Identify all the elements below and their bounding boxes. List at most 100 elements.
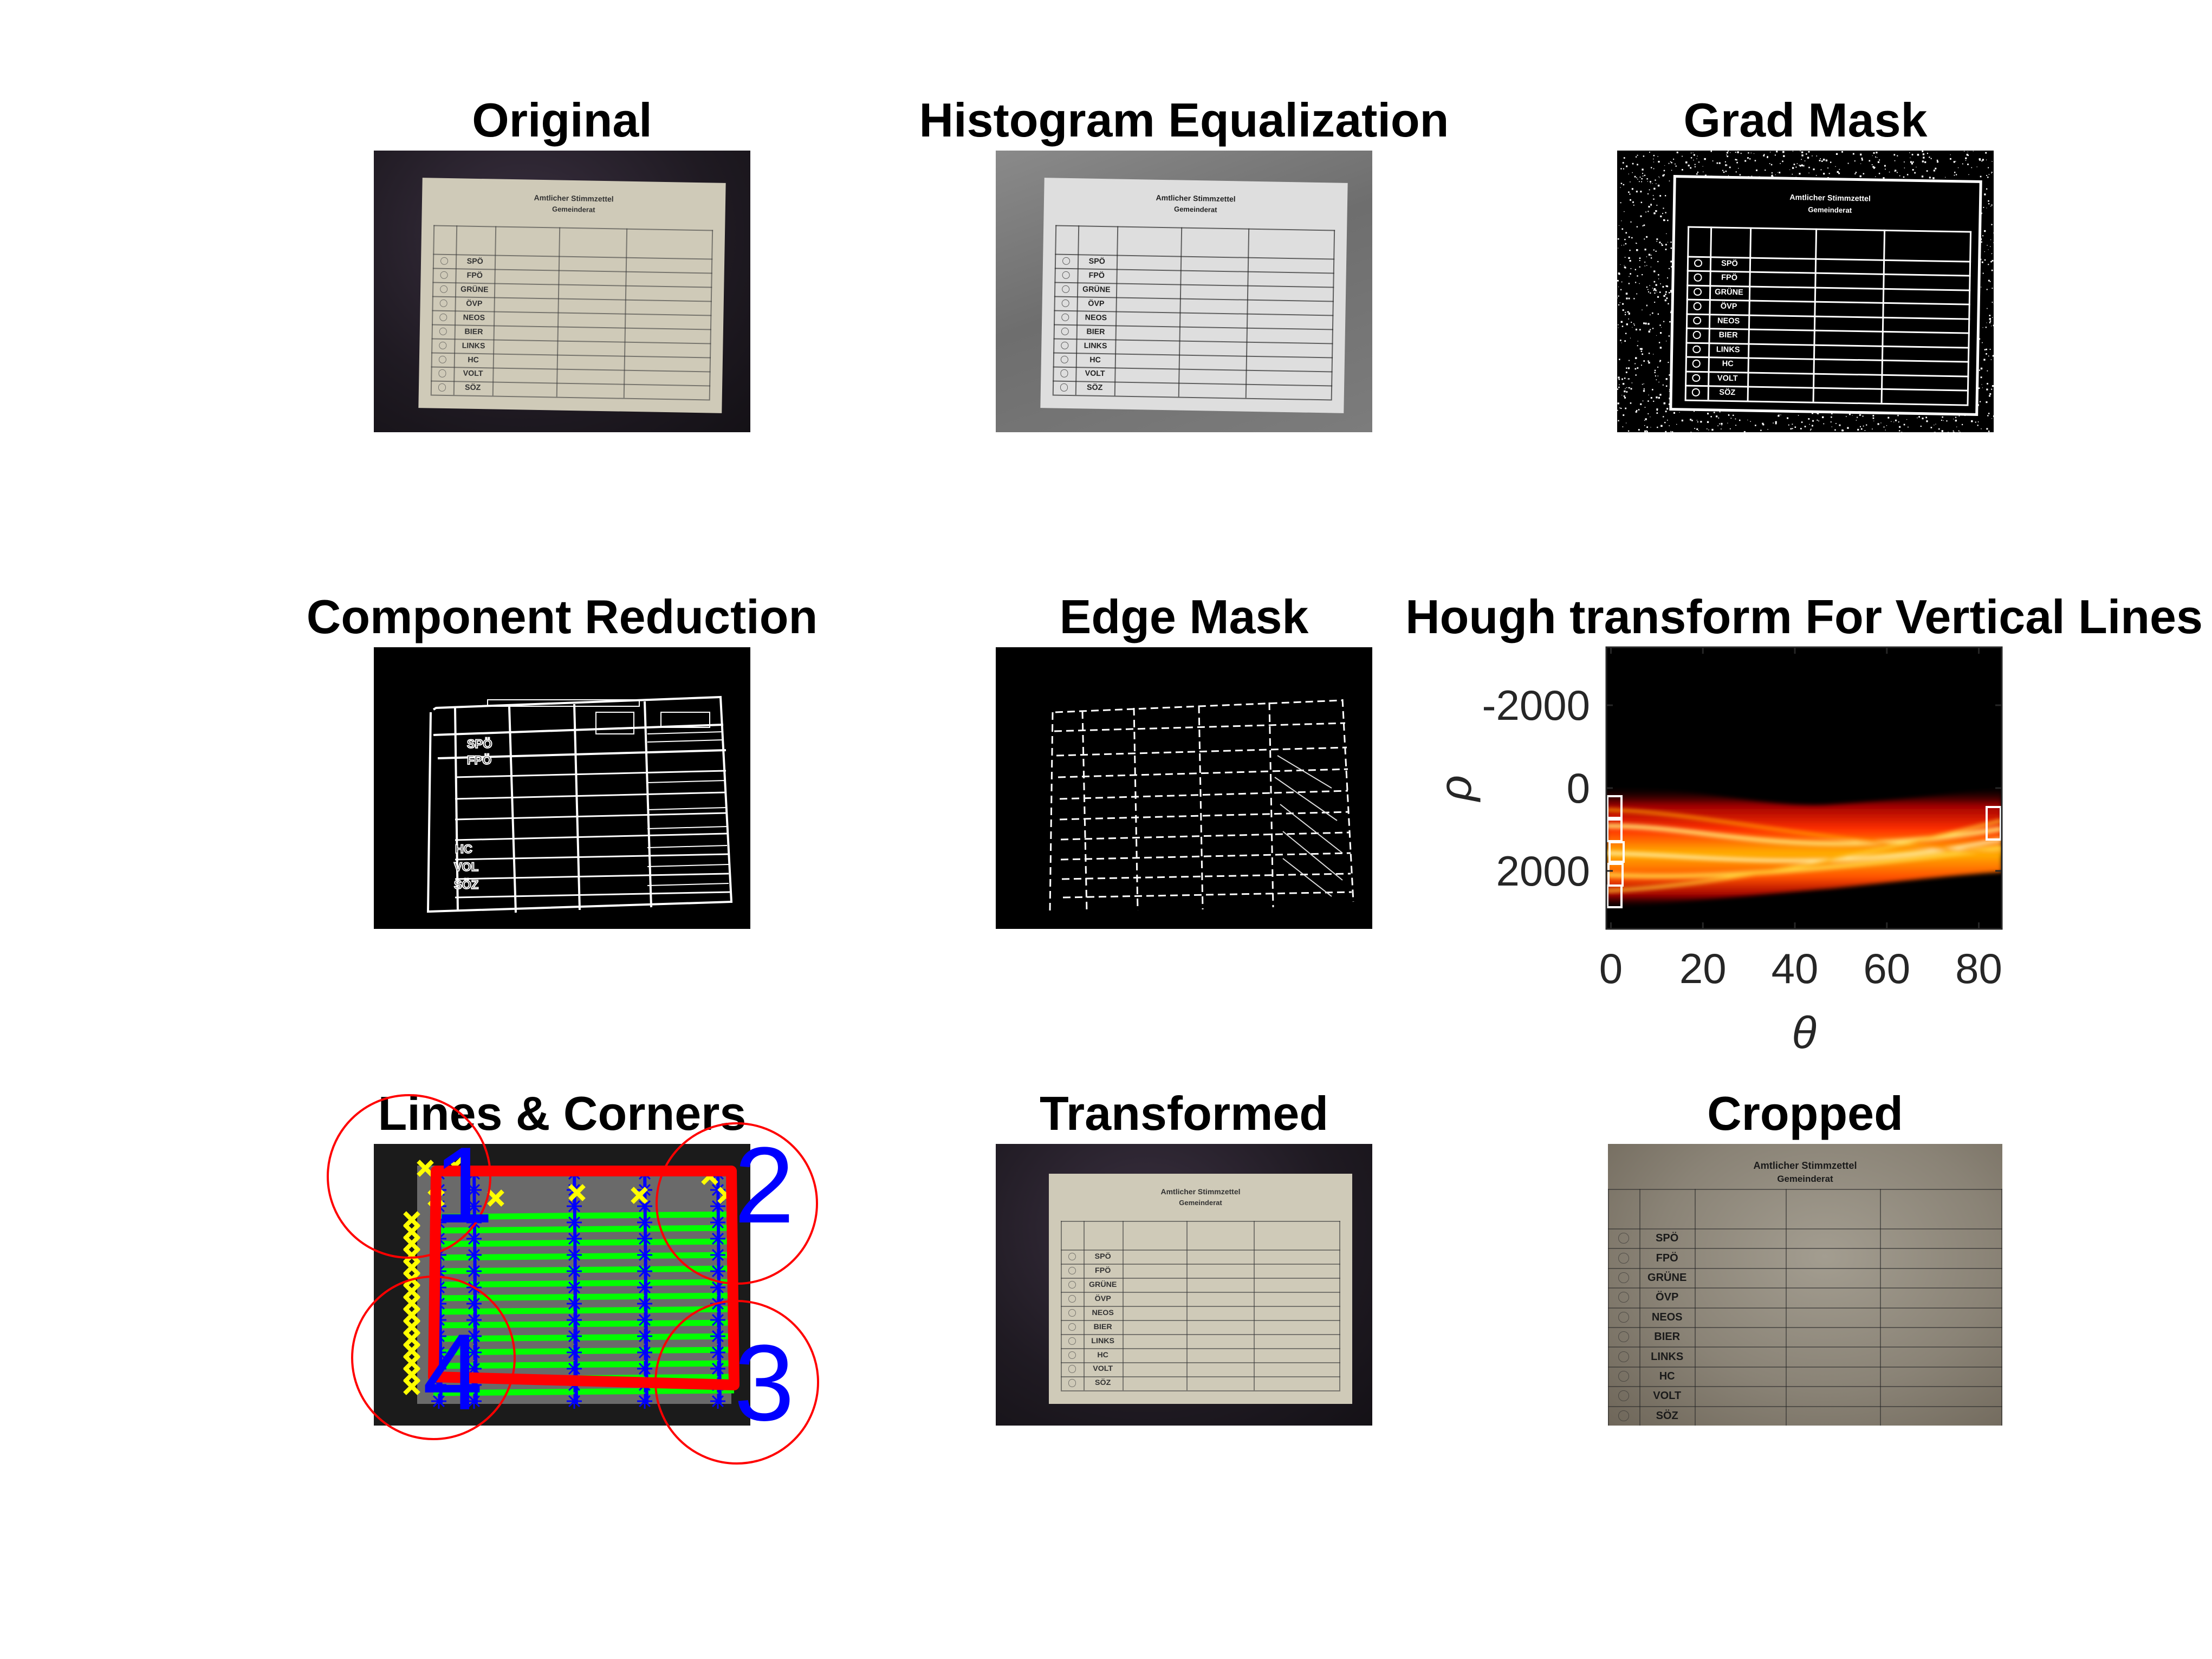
x-tick-label: 20	[1679, 945, 1727, 992]
ballot-subtitle: Gemeinderat	[1777, 1174, 1833, 1185]
hough-image	[1606, 647, 2002, 929]
ballot-party: LINKS	[1651, 1350, 1684, 1363]
component-label: SPÖ	[466, 737, 492, 751]
ballot-title: Amtlicher Stimmzettel	[1753, 1160, 1857, 1172]
ballot-paper: Amtlicher Stimmzettel Gemeinderat SPÖ FPÖ GR…	[1608, 1144, 2002, 1426]
histeq-image: Amtlicher Stimmzettel Gemeinderat SPÖ FPÖ GR…	[996, 151, 1372, 432]
ballot-party: BIER	[464, 327, 483, 336]
edge-lines	[1049, 699, 1354, 912]
corner-label: 2	[734, 1125, 794, 1246]
ballot-party: SPÖ	[466, 257, 483, 266]
ballot-paper: Amtlicher Stimmzettel Gemeinderat SPÖ FPÖ GR…	[1669, 175, 1982, 416]
ballot-party: FPÖ	[1721, 273, 1738, 283]
ballot-party: VOLT	[1085, 369, 1105, 379]
panel-title: Grad Mask	[1683, 93, 1928, 147]
y-tick-label: 0	[1567, 764, 1590, 812]
ballot-party: SÖZ	[1719, 388, 1736, 398]
ballot-party: GRÜNE	[1715, 288, 1743, 297]
ballot-title: Amtlicher Stimmzettel	[534, 193, 614, 203]
ballot-party: HC	[1089, 355, 1101, 365]
original-image: Amtlicher Stimmzettel Gemeinderat SPÖ FPÖ GR…	[374, 151, 750, 432]
panel-title: Original	[472, 93, 652, 147]
ballot-party: GRÜNE	[1082, 285, 1111, 295]
component-label: FPÖ	[466, 753, 492, 767]
lines-image: 1 2 3 4	[327, 1094, 819, 1465]
transformed-image: Amtlicher Stimmzettel Gemeinderat SPÖ FPÖ GR…	[996, 1144, 1372, 1426]
panel-cropped: Cropped Amtlicher Stimmzettel Gemeinderat…	[1608, 1090, 2002, 1426]
ballot-party: SÖZ	[1095, 1378, 1111, 1388]
panel-title: Edge Mask	[1059, 590, 1309, 643]
ballot-party: NEOS	[1092, 1308, 1114, 1317]
panel-histeq: Histogram Equalization Amtlicher Stimmze…	[919, 96, 1449, 432]
ballot-party: ÖVP	[1720, 302, 1737, 311]
ballot-paper: Amtlicher Stimmzettel Gemeinderat SPÖ FPÖ GR…	[1049, 1174, 1352, 1404]
ballot-subtitle: Gemeinderat	[1808, 205, 1852, 214]
ballot-paper: Amtlicher Stimmzettel Gemeinderat SPÖ FPÖ GR…	[1040, 178, 1348, 413]
ballot-party: HC	[1659, 1370, 1675, 1382]
ballot-party: ÖVP	[466, 299, 483, 308]
panel-title: Cropped	[1707, 1087, 1903, 1140]
ballot-subtitle: Gemeinderat	[1179, 1198, 1222, 1207]
ballot-party: ÖVP	[1088, 299, 1105, 308]
ballot-party: SPÖ	[1656, 1232, 1679, 1245]
corner-label: 4	[423, 1312, 483, 1433]
panel-title: Transformed	[1039, 1087, 1329, 1140]
ballot-subtitle: Gemeinderat	[1173, 205, 1217, 214]
ballot-party: VOLT	[1093, 1364, 1113, 1374]
ballot-party: NEOS	[1085, 313, 1107, 322]
corner-label: 1	[433, 1125, 494, 1246]
x-tick-label: 60	[1863, 945, 1910, 992]
hough-axes: 0 20 40 60 80 -2000 0 2000 θ ρ	[1430, 646, 2003, 1058]
panel-title: Hough transform For Vertical Lines	[1405, 590, 2203, 643]
ballot-party: LINKS	[1091, 1336, 1115, 1345]
panel-edgemask: Edge Mask	[996, 593, 1372, 929]
panel-gradmask: Grad Mask Amtlicher Stimmzettel Gemeinder…	[1617, 96, 1994, 432]
ballot-party: ÖVP	[1094, 1294, 1111, 1303]
ballot-party: FPÖ	[1095, 1266, 1111, 1275]
ballot-party: FPÖ	[1656, 1252, 1678, 1264]
ballot-title: Amtlicher Stimmzettel	[1789, 193, 1871, 204]
component-label: VOL	[453, 860, 479, 874]
component-image: SPÖ FPÖ HC VOL SÖZ	[374, 647, 750, 929]
ballot-party: GRÜNE	[1088, 1280, 1117, 1289]
gradmask-image: Amtlicher Stimmzettel Gemeinderat SPÖ FPÖ GR…	[1617, 151, 1994, 432]
y-axis-label: ρ	[1430, 775, 1481, 803]
panel-title: Histogram Equalization	[919, 93, 1449, 147]
x-tick-label: 0	[1599, 945, 1623, 992]
ballot-party: SÖZ	[464, 383, 481, 393]
ballot-party: SPÖ	[1721, 259, 1738, 268]
panel-title: Component Reduction	[306, 590, 818, 643]
ballot-party: VOLT	[1717, 374, 1738, 383]
ballot-paper: Amtlicher Stimmzettel Gemeinderat SPÖ FPÖ GR…	[418, 178, 726, 413]
panel-lines: Lines & Corners 1 2 3 4	[327, 1090, 819, 1465]
panel-original: Original Amtlicher Stimmzettel Gemeindera…	[374, 96, 750, 432]
panel-title: Lines & Corners	[378, 1087, 747, 1140]
ballot-party: SÖZ	[1086, 383, 1103, 393]
ballot-party: VOLT	[1653, 1390, 1682, 1402]
corner-label: 3	[734, 1323, 794, 1443]
cropped-image: Amtlicher Stimmzettel Gemeinderat SPÖ FPÖ GR…	[1608, 1144, 2002, 1426]
component-label: SÖZ	[453, 878, 479, 892]
ballot-party: LINKS	[1716, 345, 1740, 354]
ballot-party: FPÖ	[466, 271, 483, 281]
ballot-party: ÖVP	[1656, 1291, 1679, 1304]
ballot-party: GRÜNE	[460, 285, 489, 295]
ballot-party: GRÜNE	[1647, 1271, 1687, 1284]
ballot-party: HC	[1097, 1350, 1108, 1359]
x-tick-label: 80	[1955, 945, 2002, 992]
panel-hough: Hough transform For Vertical Lines	[1405, 593, 2203, 1058]
panel-component: Component Reduction	[307, 593, 818, 929]
x-tick-label: 40	[1772, 945, 1819, 992]
ballot-party: BIER	[1093, 1322, 1112, 1331]
ballot-party: NEOS	[1651, 1311, 1683, 1323]
ballot-party: LINKS	[462, 341, 485, 350]
component-lines	[426, 695, 733, 913]
ballot-party: BIER	[1654, 1331, 1681, 1343]
lines-overlay: 1 2 3 4	[327, 1094, 819, 1465]
ballot-party: SPÖ	[1094, 1252, 1111, 1261]
ballot-party: BIER	[1086, 327, 1105, 336]
ballot-party: FPÖ	[1088, 271, 1105, 281]
ballot-party: NEOS	[463, 313, 485, 322]
ballot-party: SÖZ	[1656, 1409, 1678, 1422]
ballot-party: BIER	[1718, 330, 1738, 340]
